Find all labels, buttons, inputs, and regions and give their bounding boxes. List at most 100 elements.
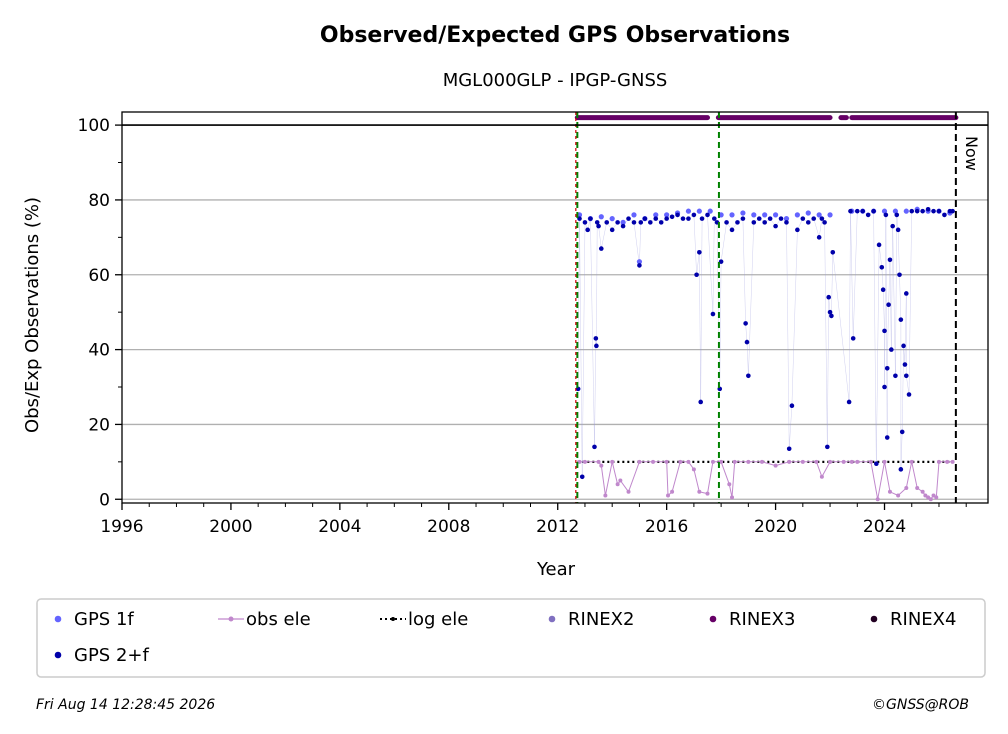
gps2f-point	[816, 235, 822, 240]
obs-ele-point	[686, 459, 691, 464]
gps2f-point	[882, 384, 887, 390]
obs-ele-point	[705, 491, 710, 496]
legend-marker	[391, 617, 395, 621]
gps1f-point	[772, 212, 779, 218]
gps1f-point	[653, 212, 659, 218]
gps1f-point	[636, 259, 643, 265]
gps2f-point	[904, 373, 909, 379]
obs-ele-point	[732, 459, 737, 464]
gps2f-point	[699, 216, 705, 221]
legend-label: RINEX4	[890, 609, 956, 630]
gps2f-point	[914, 208, 920, 214]
gps1f-point	[598, 214, 604, 220]
obs-ele-point	[697, 489, 702, 494]
gps2f-point	[773, 223, 778, 229]
legend-label: GPS 1f	[74, 609, 134, 630]
obs-ele-point	[915, 486, 920, 491]
gps2f-point	[895, 227, 901, 233]
legend-box	[36, 598, 986, 678]
gps1f-point	[783, 216, 790, 222]
gps2f-point	[724, 220, 729, 225]
gps2f-point	[904, 291, 909, 296]
gps1f-point	[751, 212, 757, 218]
gps2f-point	[902, 362, 908, 367]
gps2f-point	[680, 216, 686, 221]
axes: 0 20 40 60 80 100 1996 2000 2004 2008 2012 2016 2020…	[78, 111, 989, 537]
gps2f-point	[744, 339, 750, 345]
gps1f-point	[696, 208, 702, 214]
gps2f-point	[604, 220, 610, 225]
gps2f-point	[637, 263, 642, 268]
obs-ele-point	[841, 459, 846, 464]
obs-ele-point	[618, 478, 623, 483]
legend-label: RINEX3	[729, 609, 795, 630]
gps2f-point	[825, 444, 830, 450]
obs-ele-point	[710, 459, 715, 464]
legend-marker	[54, 651, 62, 659]
x-tick-label: 2004	[318, 517, 361, 537]
obs-ele-point	[626, 489, 631, 494]
footer-timestamp: Fri Aug 14 12:28:45 2026	[36, 697, 215, 713]
gps2f-point	[712, 216, 717, 221]
gps1f-point	[740, 210, 746, 216]
obs-ele-point	[814, 459, 819, 464]
gps1f-point	[631, 212, 637, 218]
gps2f-point	[789, 403, 795, 409]
obs-ele-point	[828, 459, 833, 464]
obs-ele-point	[819, 474, 824, 479]
now-label: Now	[962, 136, 981, 171]
obs-ele-point	[849, 459, 854, 464]
plot-frame	[121, 111, 989, 504]
gps2f-point	[880, 287, 886, 293]
y-axis-label: Obs/Exp Observations (%)	[22, 197, 43, 433]
obs-ele-point	[875, 497, 880, 502]
gps2f-point	[746, 373, 751, 379]
gps2f-point	[898, 317, 904, 322]
gps2f-point	[778, 216, 784, 221]
gps2f-point	[615, 220, 620, 225]
gps2f-point	[894, 212, 900, 218]
gps2f-point	[860, 208, 866, 214]
obs-ele-point	[651, 459, 656, 464]
gps2f-point	[594, 343, 599, 349]
obs-ele-point	[577, 459, 582, 464]
gps2f-point	[800, 216, 806, 221]
gps2f-point	[751, 220, 757, 225]
obs-ele-point	[950, 459, 955, 464]
gps2f-point	[850, 336, 856, 341]
y-tick-label: 100	[78, 116, 110, 136]
gridlines	[122, 124, 988, 500]
x-tick-label: 1996	[100, 517, 143, 537]
gps2f-point	[686, 216, 691, 221]
x-tick-label: 2008	[427, 517, 470, 537]
gps2f-point	[694, 272, 699, 278]
y-tick-label: 80	[88, 191, 110, 211]
gps2f-point	[596, 223, 601, 229]
gps2f-point	[697, 250, 702, 255]
gps2f-point	[658, 220, 664, 225]
gps2f-point	[698, 399, 703, 405]
obs-ele-point	[719, 459, 724, 464]
x-tick-label: 2020	[754, 517, 797, 537]
legend-label: obs ele	[246, 609, 311, 630]
gps2f-point	[854, 208, 860, 214]
gps1f-point	[707, 208, 713, 214]
legend-label: log ele	[408, 609, 468, 630]
gps2f-point	[874, 461, 879, 467]
obs-ele-point	[610, 459, 615, 464]
gps2f-point	[579, 474, 585, 480]
obs-ele-point	[800, 459, 805, 464]
obs-ele-point	[691, 467, 696, 472]
obs-ele-point	[896, 493, 901, 498]
gps1f-point	[827, 212, 833, 218]
gps2f-point	[718, 259, 724, 264]
gps2f-point	[805, 220, 811, 225]
gps2f-point	[756, 216, 762, 221]
gps2f-point	[691, 212, 697, 218]
obs-ele-point	[887, 489, 892, 494]
obs-ele-point	[945, 459, 950, 464]
obs-ele-point	[599, 463, 604, 468]
obs-ele-point	[582, 459, 587, 464]
footer-credit: ©GNSS@ROB	[872, 697, 969, 713]
